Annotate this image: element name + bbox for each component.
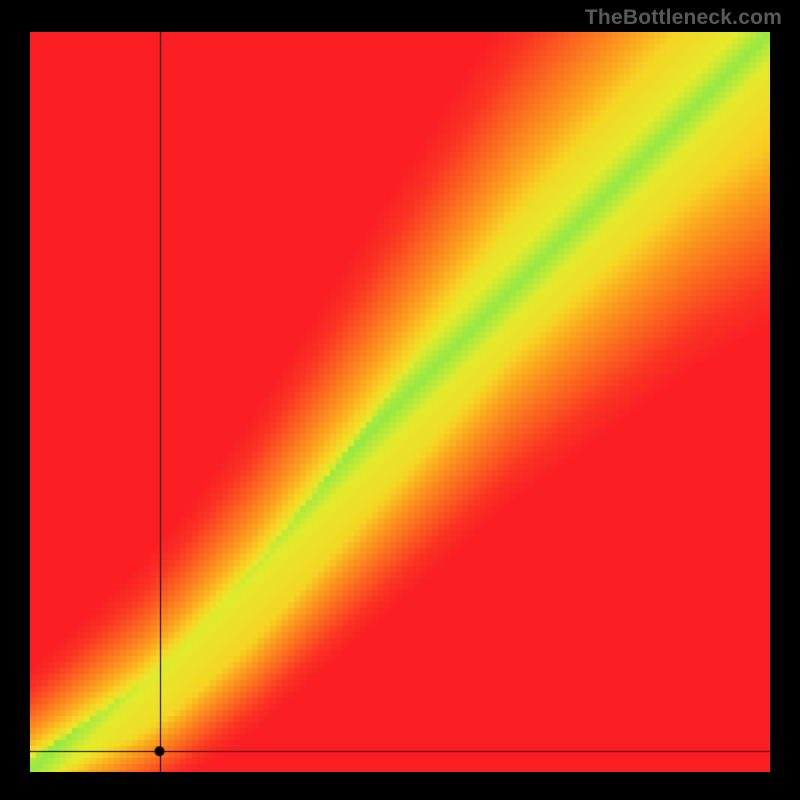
chart-container: TheBottleneck.com bbox=[0, 0, 800, 800]
heatmap-canvas bbox=[30, 32, 770, 772]
watermark-text: TheBottleneck.com bbox=[585, 6, 782, 30]
